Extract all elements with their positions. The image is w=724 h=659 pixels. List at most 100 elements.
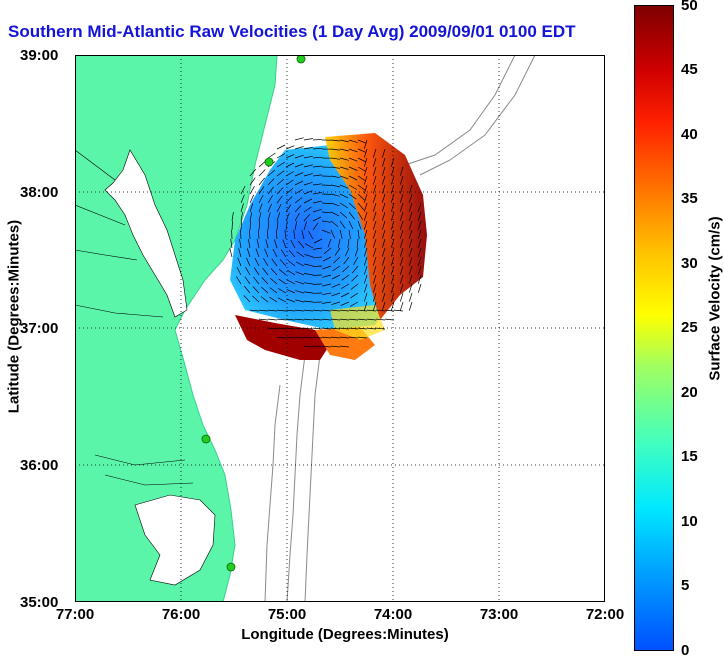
velocity-arrow — [408, 292, 413, 302]
velocity-arrow — [303, 173, 313, 177]
velocity-arrow — [348, 202, 356, 210]
velocity-arrow — [381, 274, 386, 284]
map-area[interactable] — [75, 55, 605, 602]
velocity-arrow — [363, 301, 368, 311]
velocity-arrow — [350, 292, 359, 299]
velocity-arrow — [384, 318, 395, 321]
velocity-arrow — [258, 220, 261, 231]
velocity-arrow — [348, 309, 359, 312]
x-tick: 74:00 — [373, 606, 413, 623]
velocity-arrow — [276, 170, 285, 177]
colorbar-tick: 20 — [681, 384, 698, 401]
velocity-arrow — [285, 145, 295, 150]
velocity-arrow — [341, 274, 350, 281]
velocity-arrow — [327, 238, 332, 248]
velocity-arrow — [304, 263, 314, 267]
velocity-arrow — [276, 203, 282, 213]
velocity-arrow — [339, 309, 350, 312]
velocity-arrow — [312, 327, 323, 330]
velocity-arrow — [417, 256, 422, 266]
x-tick: 73:00 — [479, 606, 519, 623]
velocity-arrow — [303, 221, 308, 231]
velocity-arrow — [348, 211, 355, 220]
y-tick: 39:00 — [20, 47, 59, 64]
velocity-arrow — [231, 212, 234, 222]
velocity-arrow — [294, 327, 305, 330]
velocity-arrow — [308, 231, 314, 240]
velocity-arrow — [399, 166, 404, 176]
velocity-arrow — [363, 184, 368, 194]
velocity-arrow — [322, 274, 332, 278]
velocity-arrow — [267, 186, 274, 195]
velocity-arrow — [363, 193, 368, 203]
velocity-arrow — [267, 327, 278, 330]
velocity-arrow — [381, 211, 386, 221]
y-tick: 38:00 — [20, 184, 59, 201]
velocity-arrow — [417, 229, 422, 239]
velocity-arrow — [312, 174, 322, 177]
velocity-arrow — [294, 137, 304, 141]
velocity-arrow — [381, 184, 386, 194]
velocity-arrow — [240, 212, 243, 222]
colorbar-tick: 10 — [681, 513, 698, 530]
colorbar-tick: 45 — [681, 61, 698, 78]
velocity-arrow — [312, 265, 323, 267]
velocity-arrow — [417, 274, 422, 284]
velocity-arrow — [303, 181, 313, 186]
velocity-arrow — [278, 288, 287, 294]
velocity-arrow — [363, 283, 368, 293]
y-tick: 35:00 — [20, 594, 59, 611]
velocity-arrow — [285, 179, 294, 186]
velocity-arrow — [295, 299, 305, 303]
velocity-arrow — [390, 247, 395, 257]
velocity-arrow — [417, 265, 422, 275]
velocity-arrow — [294, 180, 304, 186]
velocity-arrow — [381, 247, 386, 257]
velocity-arrow — [303, 155, 313, 159]
velocity-arrow — [348, 166, 358, 171]
velocity-arrow — [408, 283, 413, 293]
velocity-arrow — [417, 238, 422, 248]
velocity-arrow — [399, 265, 404, 275]
velocity-arrow — [240, 194, 245, 204]
velocity-arrow — [372, 148, 377, 158]
velocity-arrow — [348, 327, 359, 330]
velocity-arrow — [285, 212, 290, 222]
velocity-arrow — [339, 345, 350, 348]
velocity-arrow — [375, 327, 386, 330]
velocity-arrow — [348, 193, 357, 200]
velocity-arrow — [408, 256, 413, 266]
velocity-arrow — [312, 309, 323, 312]
velocity-arrow — [285, 318, 296, 321]
velocity-arrow — [351, 274, 359, 282]
velocity-arrow — [312, 156, 323, 159]
velocity-arrow — [288, 249, 296, 258]
velocity-arrow — [408, 301, 413, 311]
velocity-arrow — [408, 202, 413, 212]
plot-frame — [75, 55, 605, 602]
velocity-arrow — [372, 265, 377, 275]
velocity-arrow — [285, 162, 295, 168]
velocity-arrow — [339, 336, 350, 339]
velocity-arrow — [393, 309, 404, 312]
velocity-arrow — [366, 318, 377, 321]
velocity-arrow — [357, 220, 362, 230]
velocity-arrow — [363, 211, 368, 221]
velocity-arrow — [333, 256, 341, 264]
colorbar-tick: 0 — [681, 642, 690, 659]
velocity-arrow — [269, 287, 278, 294]
velocity-arrow — [279, 259, 287, 267]
radar-stations[interactable] — [201, 55, 306, 572]
velocity-arrow — [298, 240, 305, 249]
velocity-arrow — [381, 166, 386, 176]
velocity-arrow — [261, 286, 269, 294]
velocity-arrow — [294, 212, 300, 222]
velocity-arrow — [372, 238, 377, 248]
velocity-arrow — [278, 268, 287, 276]
velocity-arrow — [390, 301, 395, 311]
velocity-arrow — [417, 202, 422, 212]
velocity-arrow — [258, 309, 269, 312]
velocity-arrow — [301, 230, 305, 240]
velocity-arrow — [390, 211, 395, 221]
velocity-arrow — [330, 327, 341, 330]
